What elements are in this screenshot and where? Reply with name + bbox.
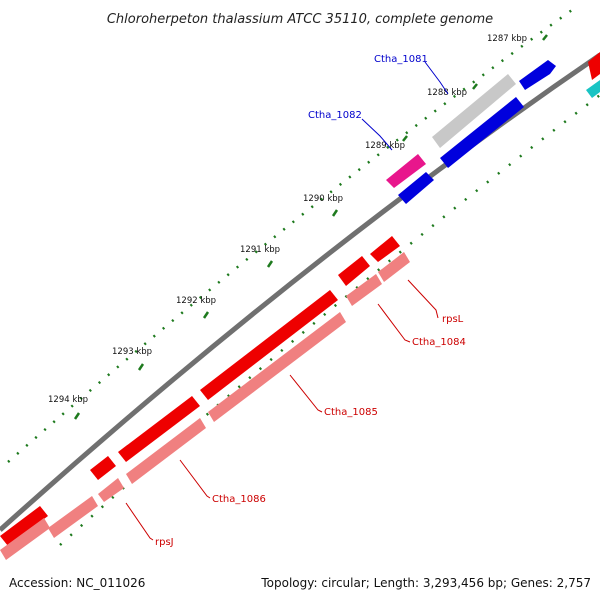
map-title: Chloroherpeton thalassium ATCC 35110, co… (107, 12, 493, 27)
gene-arrow[interactable] (90, 456, 116, 480)
gene-arrow[interactable] (378, 252, 410, 282)
gene-arrow[interactable] (0, 518, 50, 560)
gene-arrow[interactable] (398, 172, 434, 204)
gene-arrow[interactable] (370, 236, 400, 262)
tick-mark (331, 209, 339, 217)
major-ticks (73, 34, 548, 420)
tick-label: 1291 kbp (240, 245, 280, 255)
gene-arrow[interactable] (440, 97, 524, 168)
gene-label-ctha-1081[interactable]: Ctha_1081 (374, 54, 428, 65)
tick-label: 1287 kbp (487, 34, 527, 44)
outer-scale-ring (7, 8, 573, 463)
gene-arrow[interactable] (48, 496, 98, 538)
genome-summary: Topology: circular; Length: 3,293,456 bp… (260, 576, 591, 590)
gene-arrow[interactable] (118, 396, 200, 462)
reverse-strand-genes (0, 97, 524, 560)
gene-arrow[interactable] (0, 506, 48, 546)
label-leader (125, 502, 154, 541)
tick-mark (472, 83, 478, 90)
label-leader (179, 459, 211, 499)
gene-arrow[interactable] (346, 274, 382, 306)
tick-mark (402, 135, 408, 142)
label-leader (377, 303, 411, 343)
tick-mark (202, 311, 210, 319)
tick-mark (266, 260, 274, 268)
genome-backbone (0, 52, 600, 532)
gene-arrow[interactable] (338, 256, 370, 286)
forward-strand-genes (0, 52, 600, 546)
tick-label: 1293 kbp (112, 347, 152, 357)
gene-arrow[interactable] (519, 60, 556, 90)
tick-mark (73, 412, 81, 420)
gene-label-ctha-1085[interactable]: Ctha_1085 (324, 407, 378, 418)
gene-label-rpsj[interactable]: rpsJ (155, 537, 174, 548)
gene-arrow[interactable] (200, 290, 338, 400)
tick-mark (137, 363, 145, 371)
tick-label: 1290 kbp (303, 194, 343, 204)
gene-arrow[interactable] (126, 418, 206, 484)
label-leader (361, 118, 393, 151)
gene-arrow[interactable] (586, 80, 600, 98)
gene-label-rpsl[interactable]: rpsL (442, 314, 464, 325)
gene-arrow[interactable] (98, 478, 124, 502)
gene-label-ctha-1086[interactable]: Ctha_1086 (212, 494, 266, 505)
tick-label: 1294 kbp (48, 395, 88, 405)
gene-arrow[interactable] (208, 312, 346, 422)
tick-label: 1289 kbp (365, 141, 405, 151)
tick-mark (542, 34, 548, 41)
tick-label: 1292 kbp (176, 296, 216, 306)
label-leader (289, 374, 323, 413)
gene-label-ctha-1082[interactable]: Ctha_1082 (308, 110, 362, 121)
gene-arrow[interactable] (588, 52, 600, 80)
gene-arrow[interactable] (432, 74, 516, 148)
label-leader (424, 61, 449, 95)
gene-arrow[interactable] (386, 154, 426, 188)
gene-label-ctha-1084[interactable]: Ctha_1084 (412, 337, 466, 348)
label-leader (407, 279, 439, 319)
accession-text: Accession: NC_011026 (9, 576, 145, 590)
